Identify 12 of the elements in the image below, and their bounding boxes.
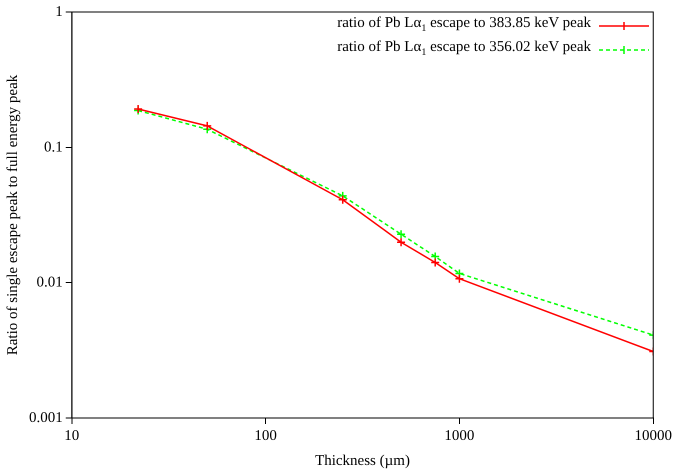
y-axis-title: Ratio of single escape peak to full energy peak bbox=[4, 74, 21, 356]
y-tick-label: 0.1 bbox=[44, 139, 63, 156]
legend-label: ratio of Pb Lα$_{1}$ escape to 356.02 keV peak bbox=[337, 38, 591, 60]
y-tick-label: 0.001 bbox=[29, 410, 63, 426]
x-tick-label: 10000 bbox=[634, 428, 672, 444]
legend-label: ratio of Pb Lα$_{1}$ escape to 383.85 keV peak bbox=[337, 14, 591, 36]
x-axis-title: Thickness (µm) bbox=[315, 452, 410, 469]
x-tick-label: 100 bbox=[254, 428, 277, 444]
y-tick-label: 0.01 bbox=[36, 274, 63, 291]
x-tick-label: 10 bbox=[64, 428, 80, 444]
y-tick-label: 1 bbox=[55, 4, 63, 20]
x-tick-label: 1000 bbox=[444, 428, 474, 444]
